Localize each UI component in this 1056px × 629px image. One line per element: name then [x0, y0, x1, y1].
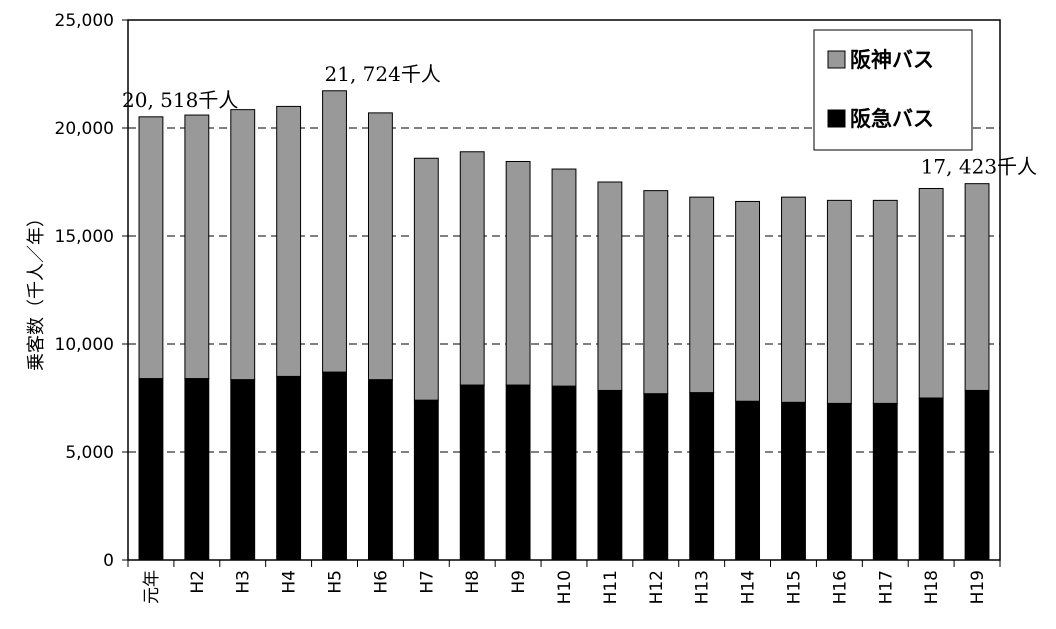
bar-segment-hanshin: [918, 187, 944, 399]
x-tick-label: H19: [968, 570, 988, 604]
x-tick-label: H15: [784, 570, 804, 604]
x-tick-label: H18: [922, 570, 942, 604]
x-tick-label: H2: [188, 570, 208, 594]
bar-segment-hankyu: [964, 389, 990, 561]
bar-segment-hanshin: [276, 105, 302, 377]
x-tick-label: H11: [601, 570, 621, 604]
bar-segment-hankyu: [138, 378, 164, 561]
bar-segment-hankyu: [643, 393, 669, 561]
bar-segment-hankyu: [597, 389, 623, 561]
x-tick-label: H7: [417, 570, 437, 594]
y-tick-label: 0: [103, 551, 114, 571]
legend-swatch-hanshin: [827, 50, 846, 69]
bar-segment-hankyu: [367, 379, 393, 561]
bar-segment-hankyu: [184, 378, 210, 561]
bar-segment-hanshin: [138, 116, 164, 380]
bar-segment-hankyu: [276, 375, 302, 561]
bar-segment-hanshin: [230, 109, 256, 381]
bar-segment-hankyu: [735, 400, 761, 561]
y-tick-label: 15,000: [55, 227, 114, 247]
bar-segment-hanshin: [872, 199, 898, 404]
y-tick-label: 25,000: [55, 11, 114, 31]
plot-area-frame: [127, 19, 1001, 561]
bar-segment-hanshin: [184, 114, 210, 380]
x-tick-label: H13: [693, 570, 713, 604]
bar-segment-hankyu: [459, 384, 485, 561]
legend-label-hankyu: 阪急バス: [850, 107, 934, 131]
bar-segment-hanshin: [826, 199, 852, 404]
bar-segment-hanshin: [413, 157, 439, 401]
bar-segment-hankyu: [505, 384, 531, 561]
bar-segment-hanshin: [367, 112, 393, 381]
bar-segment-hanshin: [459, 151, 485, 386]
bar-segment-hanshin: [505, 160, 531, 386]
legend-swatch-hankyu: [827, 109, 846, 128]
bars: [138, 90, 990, 561]
bar-segment-hanshin: [643, 190, 669, 395]
bar-segment-hanshin: [597, 181, 623, 391]
legend: 阪神バス 阪急バス: [813, 29, 973, 151]
x-tick-label: H9: [509, 570, 529, 594]
legend-box: [813, 29, 973, 151]
bar-segment-hanshin: [964, 183, 990, 391]
bar-segment-hanshin: [689, 196, 715, 394]
bar-segment-hankyu: [413, 399, 439, 561]
bar-segment-hanshin: [735, 200, 761, 402]
annotations: 20, 518千人 21, 724千人 17, 423千人: [122, 62, 1037, 179]
x-tick-label: H14: [739, 570, 759, 604]
x-tick-label: H17: [876, 570, 896, 604]
x-tick-label: H8: [463, 570, 483, 594]
data-label: 20, 518千人: [122, 88, 238, 112]
bar-segment-hankyu: [918, 397, 944, 561]
y-axis-label: 乗客数（千人／年）: [26, 209, 47, 371]
bar-segment-hanshin: [551, 168, 577, 387]
x-tick-label: H3: [234, 570, 254, 594]
bar-segment-hanshin: [781, 196, 806, 403]
bar-segment-hanshin: [322, 90, 347, 373]
x-tick-label: H10: [555, 570, 575, 604]
bar-segment-hankyu: [551, 385, 577, 561]
y-tick-label: 20,000: [55, 119, 114, 139]
x-tick-label: H4: [280, 570, 300, 594]
legend-label-hanshin: 阪神バス: [850, 48, 934, 72]
x-tick-label: H5: [326, 570, 346, 594]
x-tick-label: H12: [647, 570, 667, 604]
data-label: 21, 724千人: [325, 62, 441, 86]
bar-segment-hankyu: [781, 401, 806, 561]
bar-segment-hankyu: [826, 402, 852, 561]
x-tick-label: H16: [830, 570, 850, 604]
x-tick-label: H6: [371, 570, 391, 594]
bar-segment-hankyu: [689, 392, 715, 561]
data-label: 17, 423千人: [921, 155, 1037, 179]
y-tick-label: 10,000: [55, 335, 114, 355]
bar-segment-hankyu: [322, 371, 347, 561]
axes: 0 5,000 10,000 15,000 20,000 25,000 元年 H2 H3 H4 H5…: [55, 11, 1001, 604]
y-tick-label: 5,000: [65, 443, 114, 463]
bar-segment-hankyu: [230, 379, 256, 561]
bar-segment-hankyu: [872, 402, 898, 561]
x-tick-label: 元年: [142, 570, 162, 604]
